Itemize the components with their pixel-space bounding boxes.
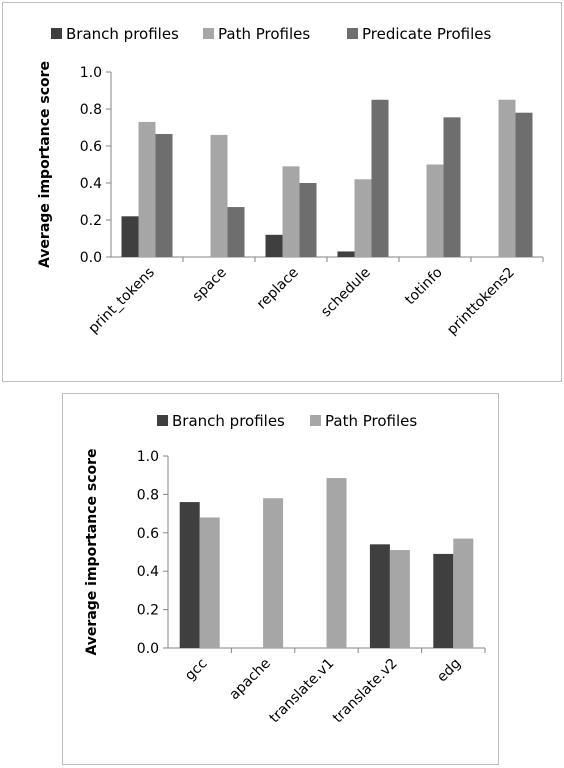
x-category-label: replace (254, 265, 302, 313)
x-category-label: totinfo (402, 265, 446, 309)
x-category-label: schedule (318, 265, 374, 321)
x-category-label: translate.v1 (266, 656, 337, 727)
bar (369, 544, 390, 648)
x-category-label: apache (226, 656, 274, 704)
bar (371, 99, 389, 257)
legend-item: Branch profiles (51, 25, 179, 43)
legend-label: Branch profiles (172, 412, 285, 430)
y-tick-label: 0.0 (80, 250, 102, 266)
y-axis-title: Average importance score (37, 61, 53, 268)
legend-swatch (157, 415, 168, 426)
y-tick-label: 0.8 (80, 102, 102, 118)
bar (155, 133, 173, 257)
y-tick-label: 0.0 (137, 641, 159, 657)
bar (498, 99, 516, 257)
legend-label: Path Profiles (218, 25, 310, 43)
x-category-label: gcc (182, 656, 210, 684)
legend-swatch (310, 415, 321, 426)
bar (199, 517, 220, 648)
legend-item: Path Profiles (203, 25, 310, 43)
bar (433, 553, 454, 648)
bar (121, 216, 139, 257)
y-tick-label: 0.8 (137, 487, 159, 503)
bar (389, 550, 410, 648)
legend-label: Path Profiles (325, 412, 417, 430)
legend-swatch (347, 28, 358, 39)
bar (354, 179, 372, 257)
bar (179, 502, 200, 648)
y-tick-label: 0.4 (137, 564, 159, 580)
chart-panel-bottom: Branch profiles Path Profiles Average impo… (62, 393, 499, 765)
legend-item: Predicate Profiles (347, 25, 491, 43)
bar (326, 478, 347, 648)
y-tick-label: 1.0 (80, 65, 102, 81)
y-axis-title: Average importance score (84, 448, 100, 655)
y-tick-label: 0.2 (80, 213, 102, 229)
bar-chart-top: Branch profiles Path Profiles Predicate Pr… (37, 25, 544, 339)
x-category-label: edg (434, 656, 464, 686)
legend-label: Branch profiles (66, 25, 179, 43)
bar (426, 164, 444, 257)
y-tick-label: 0.2 (137, 603, 159, 619)
bar (265, 234, 283, 257)
y-tick-label: 0.6 (80, 139, 102, 155)
legend-item: Branch profiles (157, 412, 285, 430)
bar-chart-bottom: Branch profiles Path Profiles Average impo… (84, 412, 486, 727)
bar (337, 251, 355, 257)
legend-swatch (51, 28, 62, 39)
x-category-label: translate.v2 (330, 656, 401, 727)
x-category-label: space (189, 265, 229, 305)
y-tick-label: 0.6 (137, 526, 159, 542)
x-category-label: print_tokens (85, 265, 157, 337)
legend-swatch (203, 28, 214, 39)
bar (210, 134, 228, 257)
bar (515, 112, 533, 257)
bar (138, 121, 156, 257)
bar (299, 183, 317, 257)
chart-panel-top: Branch profiles Path Profiles Predicate Pr… (2, 2, 562, 382)
bar (282, 166, 300, 257)
x-category-label: printtokens2 (444, 265, 518, 339)
bar (227, 207, 245, 257)
legend-label: Predicate Profiles (362, 25, 491, 43)
y-tick-label: 1.0 (137, 449, 159, 465)
y-tick-label: 0.4 (80, 176, 102, 192)
bar (453, 538, 474, 648)
legend-item: Path Profiles (310, 412, 417, 430)
bar (263, 498, 284, 648)
bar (443, 117, 461, 257)
